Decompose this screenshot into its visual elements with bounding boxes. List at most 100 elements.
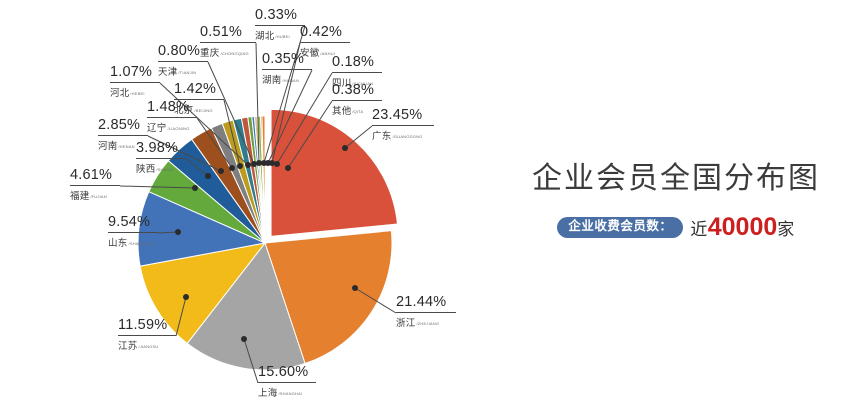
member-count-row: 企业收费会员数： 近40000家 (521, 213, 831, 242)
pie-label-percent: 0.18% (332, 54, 375, 70)
pie-slice-guangdong[interactable] (270, 108, 398, 237)
right-panel: 企业会员全国分布图 企业收费会员数： 近40000家 (495, 0, 852, 411)
pie-label-shanghai: 15.60% 上海 /SHANGHAI (258, 364, 316, 401)
pie-label-rule (158, 60, 208, 62)
pie-label-name-pinyin: /ZHEJIANG (416, 320, 439, 326)
pie-label-name-pinyin: /SICHUAN (352, 80, 373, 86)
pie-label-percent: 1.42% (174, 81, 217, 97)
leader-line-henan (147, 135, 222, 172)
pie-label-rule (396, 311, 456, 313)
pie-label-percent: 9.54% (108, 214, 151, 230)
leader-line-shanghai (243, 338, 259, 384)
pie-label-beijing: 1.42% 北京 /BEIJING (174, 81, 224, 118)
pie-label-rule (147, 116, 197, 118)
pie-label-percent: 0.35% (262, 51, 305, 67)
pie-label-rule (118, 334, 176, 336)
leader-line-qita (287, 100, 333, 169)
leader-dot-fujian (192, 185, 198, 191)
pie-label-name-pinyin: /HENAN (117, 143, 135, 149)
pie-label-henan: 2.85% 河南 /HENAN (98, 117, 148, 154)
pie-chart-svg (119, 25, 398, 384)
pie-slice-qita[interactable] (261, 115, 266, 244)
leader-line-shandong (157, 231, 179, 234)
leader-dot-jiangsu (183, 294, 189, 300)
pie-label-name: 河南 /HENAN (98, 137, 148, 154)
value-suffix: 家 (777, 220, 795, 239)
pie-label-name-pinyin: /LIAONING (167, 125, 190, 131)
leader-line-hebei (159, 82, 249, 166)
pie-label-liaoning: 1.48% 辽宁 /LIAONING (147, 99, 197, 136)
pie-label-name: 重庆 /CHONGQING (200, 44, 256, 61)
leader-line-shaanxi (185, 158, 209, 177)
pie-label-name-pinyin: /JIANGSU (138, 343, 159, 349)
pie-label-percent: 0.38% (332, 82, 375, 98)
leader-line-liaoning (196, 117, 233, 169)
leader-dot-zhejiang (352, 285, 358, 291)
pie-label-name-cn: 陕西 (136, 163, 156, 175)
pie-slice-jiangsu[interactable] (139, 242, 267, 345)
pie-label-hubei: 0.33% 湖北 /HUBEI (255, 7, 305, 44)
leader-line-sichuan (276, 72, 333, 165)
pie-label-name-pinyin: /GUANGDONG (392, 133, 423, 139)
pie-label-name-cn: 浙江 (396, 317, 416, 329)
pie-label-name-pinyin: /CHONGQING (220, 50, 249, 56)
pie-label-rule (70, 184, 120, 186)
pie-label-percent: 0.80% (158, 43, 201, 59)
pie-label-rule (108, 231, 158, 233)
pie-label-rule (262, 68, 312, 70)
pie-label-name-pinyin: /SHANDONG (128, 240, 155, 246)
pie-label-hunan: 0.35% 湖南 /HUNAN (262, 51, 312, 88)
pie-label-name: 天津 /TIANJIN (158, 63, 208, 80)
pie-label-rule (332, 99, 382, 101)
pie-label-rule (332, 71, 382, 73)
pie-label-jiangsu: 11.59% 江苏 /JIANGSU (118, 317, 176, 354)
leader-line-tianjin (207, 61, 255, 165)
pie-label-name-cn: 其他 (332, 105, 352, 117)
pie-label-name: 广东 /GUANGDONG (372, 127, 434, 144)
pie-label-name: 浙江 /ZHEJIANG (396, 314, 456, 331)
pie-label-percent: 23.45% (372, 107, 423, 123)
pie-label-qita: 0.38% 其他 /QITA (332, 82, 382, 119)
pie-label-shaanxi: 3.98% 陕西 /SHANXI (136, 140, 186, 177)
pie-label-rule (136, 157, 186, 159)
pie-label-rule (98, 134, 148, 136)
pie-label-rule (372, 124, 434, 126)
leader-dot-henan (218, 168, 224, 174)
pie-label-rule (255, 24, 305, 26)
pie-label-percent: 4.61% (70, 167, 113, 183)
leader-dot-shandong (175, 229, 181, 235)
pie-label-guangdong: 23.45% 广东 /GUANGDONG (372, 107, 434, 144)
pie-label-name-pinyin: /QITA (351, 108, 364, 114)
pie-slice-zhejiang[interactable] (264, 230, 393, 365)
leader-dot-shanghai (241, 336, 247, 342)
pie-label-name-cn: 上海 (258, 387, 278, 399)
pie-label-name: 安徽 /ANHUI (300, 44, 350, 61)
leader-dot-sichuan (274, 161, 280, 167)
pie-label-name-cn: 辽宁 (147, 122, 167, 134)
leader-line-zhejiang (354, 287, 397, 314)
leader-lines (119, 25, 397, 384)
pie-label-rule (110, 81, 160, 83)
member-count-value: 近40000家 (690, 213, 794, 242)
pie-label-chongqing: 0.51% 重庆 /CHONGQING (200, 24, 256, 61)
leader-dot-tianjin (251, 161, 257, 167)
pie-label-percent: 0.42% (300, 24, 343, 40)
pie-label-tianjin: 0.80% 天津 /TIANJIN (158, 43, 208, 80)
pie-label-rule (258, 381, 316, 383)
pie-slice-shanghai[interactable] (186, 241, 306, 371)
page-title: 企业会员全国分布图 (532, 162, 820, 195)
leader-line-anhui (271, 42, 301, 164)
leader-dot-chongqing (256, 160, 262, 166)
pie-label-name: 福建 /FUJIAN (70, 187, 120, 204)
pie-slice-shandong[interactable] (137, 191, 267, 267)
pie-label-percent: 1.07% (110, 64, 153, 80)
pie-label-name: 湖南 /HUNAN (262, 71, 312, 88)
pie-label-name-cn: 四川 (332, 77, 352, 89)
pie-label-fujian: 4.61% 福建 /FUJIAN (70, 167, 120, 204)
value-prefix: 近 (690, 220, 708, 239)
pie-label-name: 山东 /SHANDONG (108, 234, 158, 251)
pie-label-name: 江苏 /JIANGSU (118, 337, 176, 354)
pie-label-name-pinyin: /ANHUI (319, 50, 335, 56)
pie-label-name-pinyin: /SHANGHAI (278, 390, 302, 396)
